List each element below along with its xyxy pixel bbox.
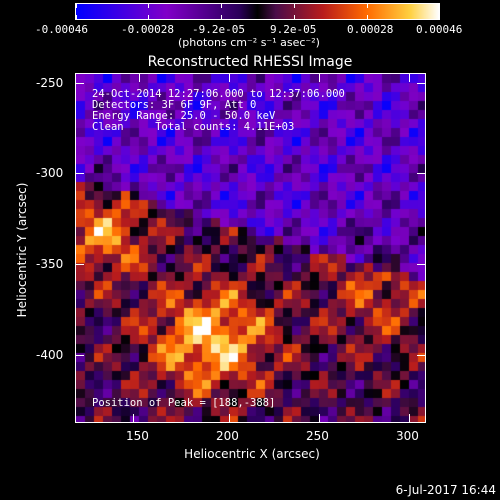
plot-area: 24-Oct-2014 12:27:06.000 to 12:37:06.000… bbox=[75, 73, 426, 423]
colorbar-tick-label: -9.2e-05 bbox=[192, 23, 245, 36]
annotation-detectors: Detectors: 3F 6F 9F, Att 0 bbox=[92, 99, 257, 111]
footer-date: 6-Jul-2017 16:44 bbox=[395, 483, 496, 497]
y-axis-title: Heliocentric Y (arcsec) bbox=[15, 182, 29, 318]
colorbar-tick-label: -0.00046 bbox=[35, 23, 88, 36]
x-tick-label: 150 bbox=[126, 429, 149, 443]
colorbar-tick-label: 0.00046 bbox=[416, 23, 463, 36]
annotation-peak: Position of Peak = [188,-388] bbox=[92, 397, 276, 409]
x-tick-label: 300 bbox=[396, 429, 419, 443]
colorbar bbox=[75, 3, 440, 20]
colorbar-tick-label: -0.00028 bbox=[121, 23, 174, 36]
x-axis-title: Heliocentric X (arcsec) bbox=[184, 447, 320, 461]
plot-title: Reconstructed RHESSI Image bbox=[147, 54, 353, 70]
y-tick-label: -250 bbox=[36, 76, 64, 90]
annotation-energy: Energy Range: 25.0 - 50.0 keV bbox=[92, 110, 276, 122]
colorbar-tick-label: 9.2e-05 bbox=[270, 23, 317, 36]
heatmap-image bbox=[76, 74, 425, 422]
y-tick-label: -350 bbox=[36, 257, 64, 271]
x-tick-label: 250 bbox=[306, 429, 329, 443]
colorbar-tick-label: 0.00028 bbox=[347, 23, 394, 36]
y-tick-label: -300 bbox=[36, 166, 64, 180]
annotation-clean: Clean Total counts: 4.11E+03 bbox=[92, 121, 295, 133]
annotation-time-range: 24-Oct-2014 12:27:06.000 to 12:37:06.000 bbox=[92, 88, 345, 100]
y-tick-label: -400 bbox=[36, 348, 64, 362]
colorbar-units: (photons cm⁻² s⁻¹ asec⁻²) bbox=[178, 36, 320, 49]
x-tick-label: 200 bbox=[216, 429, 239, 443]
